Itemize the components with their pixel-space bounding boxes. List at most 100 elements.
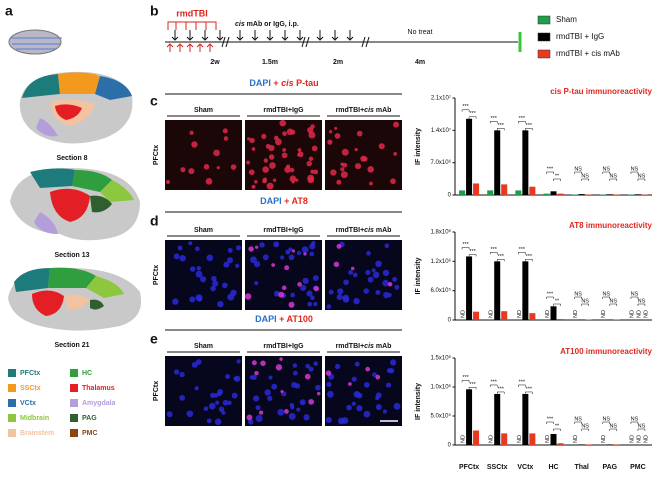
region-swatch (70, 414, 78, 422)
stain-spot (262, 166, 269, 173)
na-label: ND (489, 435, 495, 443)
stain-spot (189, 130, 194, 135)
nucleus (215, 400, 220, 405)
stain-spot (313, 285, 320, 292)
x-tick-label: SSCtx (487, 464, 508, 471)
bar (550, 191, 557, 195)
y-tick-label: 1.4x10⁷ (431, 127, 451, 134)
stain-spot (246, 414, 253, 421)
bar (557, 443, 564, 445)
group-label: rmdTBI+cis mAb (336, 343, 392, 350)
significance-bracket (553, 303, 561, 306)
chart-title: AT100 immunoreactivity (560, 347, 652, 356)
region-row-label: PFCtx (153, 265, 160, 285)
significance: NS (631, 166, 639, 172)
stain-title: DAPI + AT8 (260, 196, 308, 206)
nucleus (305, 363, 311, 369)
nucleus (254, 261, 261, 268)
stain-spot (303, 252, 307, 256)
significance-bracket (609, 303, 618, 306)
brain-section-21 (8, 267, 142, 331)
nucleus (382, 269, 390, 277)
nucleus (290, 292, 296, 298)
stain-spot (350, 266, 355, 271)
nucleus (309, 243, 316, 250)
nucleus (367, 276, 374, 283)
stain-spot (367, 166, 374, 173)
nucleus (262, 254, 269, 261)
bar (515, 190, 522, 195)
stain-spot (246, 160, 251, 165)
nucleus (375, 289, 381, 295)
nucleus (366, 251, 371, 256)
na-label: ND (643, 310, 649, 318)
nucleus (296, 407, 301, 412)
stain-spot (279, 119, 287, 127)
nucleus (353, 297, 360, 305)
significance: *** (519, 116, 526, 122)
nucleus (386, 382, 392, 388)
na-label: ND (461, 310, 467, 318)
nucleus (195, 246, 200, 252)
stain-part: DAPI (249, 78, 271, 88)
region-swatch (70, 429, 78, 437)
group-part: mAb (374, 227, 392, 234)
stain-spot (222, 128, 228, 134)
significance: NS (609, 423, 617, 429)
nucleus (208, 402, 216, 410)
region-row-label: PFCtx (153, 145, 160, 165)
nucleus (195, 270, 203, 278)
panel-label: d (150, 213, 159, 229)
y-tick-label: 7.0x10⁶ (431, 159, 452, 166)
stain-part: P-tau (294, 78, 319, 88)
na-label: ND (489, 310, 495, 318)
significance: NS (602, 416, 610, 422)
nucleus (173, 369, 180, 375)
bar (543, 193, 550, 195)
group-label: rmdTBI+IgG (263, 343, 304, 350)
stain-spot (340, 171, 348, 179)
panel-label: b (150, 3, 159, 19)
na-label: ND (545, 310, 551, 318)
micrograph (325, 240, 402, 310)
nucleus (312, 275, 319, 281)
group-label: rmdTBI+cis mAb (336, 107, 392, 114)
significance-bracket (468, 116, 477, 119)
nucleus (271, 383, 278, 390)
region-swatch (8, 399, 16, 407)
panel-label: a (5, 3, 13, 19)
bar (494, 393, 501, 445)
stain-spot (291, 249, 296, 253)
nucleus (236, 359, 241, 364)
nucleus (166, 411, 173, 418)
bar (466, 389, 473, 445)
significance: *** (498, 386, 505, 392)
nucleus (222, 399, 229, 406)
significance: NS (602, 166, 610, 172)
nucleus (251, 374, 257, 381)
stain-spot (203, 164, 210, 170)
group-part: Sham (194, 343, 213, 350)
nucleus (327, 390, 334, 398)
stain-spot (325, 370, 332, 376)
significance: NS (638, 298, 646, 304)
bar (529, 186, 536, 195)
stain-spot (286, 164, 291, 169)
stain-spot (281, 285, 287, 291)
stain-spot (266, 182, 274, 190)
nucleus (203, 406, 209, 411)
group-part: rmdTBI+ (336, 343, 365, 350)
nucleus (388, 367, 395, 374)
significance: *** (547, 291, 554, 297)
nucleus (227, 257, 234, 264)
nucleus (301, 246, 309, 254)
significance-bracket (609, 428, 618, 431)
region-label: HC (82, 370, 92, 377)
significance-bracket (574, 296, 582, 299)
y-tick-label: 5.0x10⁵ (430, 413, 451, 420)
nucleus (346, 404, 352, 411)
stain-spot (289, 175, 297, 183)
region-swatch (8, 384, 16, 392)
nucleus (222, 282, 228, 289)
legend-label: rmdTBI + cis mAb (556, 49, 620, 58)
